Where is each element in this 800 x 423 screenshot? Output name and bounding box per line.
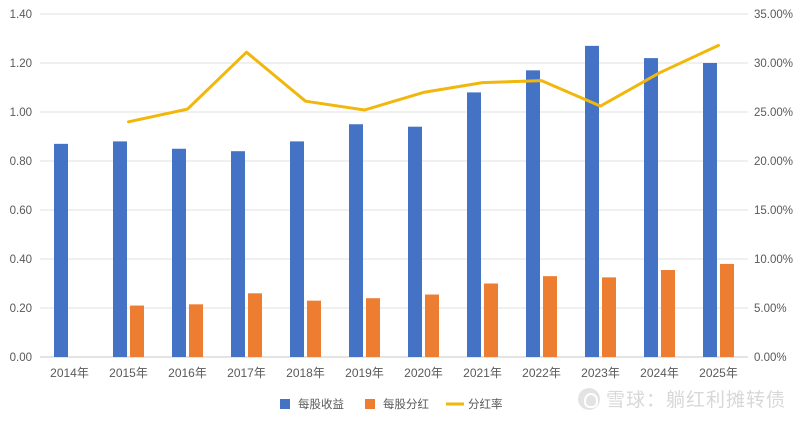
- dps-bar: [602, 277, 616, 357]
- left-axis-ticks: 0.00 0.20 0.40 0.60 0.80 1.00 1.20 1.40: [10, 9, 32, 364]
- left-tick-label: 1.40: [10, 9, 32, 21]
- bars: [54, 45, 734, 358]
- eps-bar: [585, 45, 599, 357]
- dps-bar: [307, 300, 321, 357]
- legend-label: 分红率: [468, 397, 503, 411]
- legend: 每股收益 每股分红 分红率: [280, 397, 503, 411]
- x-tick-label: 2021年: [463, 366, 502, 380]
- dps-bar: [720, 263, 734, 357]
- x-tick-label: 2017年: [227, 366, 266, 380]
- dps-bar: [661, 270, 675, 357]
- eps-bar: [231, 151, 245, 357]
- left-tick-label: 0.40: [10, 254, 32, 266]
- legend-swatch: [280, 399, 290, 409]
- x-axis-ticks: 2014年 2015年 2016年 2017年 2018年 2019年 2020年 2021年…: [50, 366, 738, 380]
- dps-bar: [543, 276, 557, 357]
- payout-ratio-line: [127, 43, 720, 124]
- legend-swatch: [365, 399, 375, 409]
- snowball-logo-icon: [577, 387, 600, 410]
- x-tick-label: 2025年: [699, 366, 738, 380]
- left-tick-label: 0.20: [10, 303, 32, 315]
- left-tick-label: 0.00: [10, 352, 32, 364]
- eps-bar: [172, 148, 186, 357]
- eps-bar: [290, 141, 304, 357]
- left-tick-label: 1.00: [10, 107, 32, 119]
- x-tick-label: 2024年: [640, 366, 679, 380]
- eps-bar: [467, 92, 481, 358]
- eps-bar: [54, 143, 68, 357]
- dps-bar: [425, 294, 439, 357]
- x-tick-label: 2018年: [286, 366, 325, 380]
- dps-bar: [189, 304, 203, 357]
- x-tick-label: 2023年: [581, 366, 620, 380]
- left-tick-label: 0.80: [10, 156, 32, 168]
- right-tick-label: 20.00%: [754, 156, 793, 168]
- x-tick-label: 2014年: [50, 366, 89, 380]
- right-tick-label: 35.00%: [754, 9, 793, 21]
- right-tick-label: 25.00%: [754, 107, 793, 119]
- legend-label: 每股分红: [383, 397, 429, 411]
- right-axis-ticks: 0.00% 5.00% 10.00% 15.00% 20.00% 25.00% 30.00%…: [754, 9, 793, 364]
- dps-bar: [248, 293, 262, 357]
- left-tick-label: 1.20: [10, 58, 32, 70]
- x-tick-label: 2022年: [522, 366, 561, 380]
- eps-bar: [644, 58, 658, 357]
- right-tick-label: 0.00%: [754, 352, 787, 364]
- x-tick-label: 2019年: [345, 366, 384, 380]
- eps-bar: [703, 63, 717, 357]
- gridlines: [40, 13, 748, 358]
- payout-line: [127, 43, 720, 124]
- watermark: 雪球：躺红利摊转债: [577, 385, 786, 412]
- eps-bar: [526, 70, 540, 357]
- x-tick-label: 2015年: [109, 366, 148, 380]
- eps-bar: [408, 126, 422, 357]
- dps-bar: [366, 298, 380, 357]
- x-tick-label: 2016年: [168, 366, 207, 380]
- right-tick-label: 15.00%: [754, 205, 793, 217]
- legend-label: 每股收益: [298, 397, 344, 411]
- eps-bar: [349, 124, 363, 357]
- left-tick-label: 0.60: [10, 205, 32, 217]
- dps-bar: [484, 283, 498, 357]
- dps-bar: [130, 305, 144, 357]
- right-tick-label: 5.00%: [754, 303, 787, 315]
- x-tick-label: 2020年: [404, 366, 443, 380]
- right-tick-label: 10.00%: [754, 254, 793, 266]
- right-tick-label: 30.00%: [754, 58, 793, 70]
- watermark-text: 雪球：躺红利摊转债: [605, 389, 786, 411]
- eps-bar: [113, 141, 127, 357]
